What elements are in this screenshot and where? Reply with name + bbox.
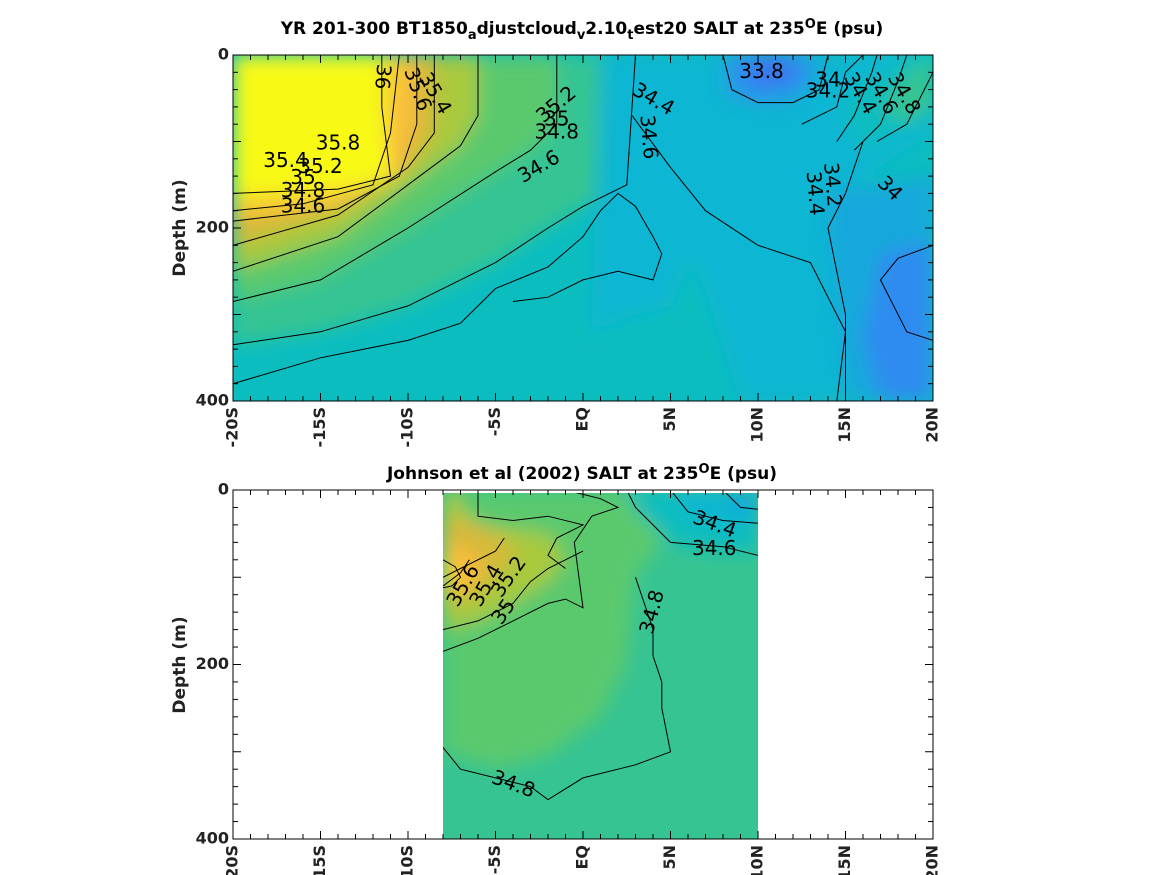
title-part: djustcloud	[477, 19, 577, 39]
contour-line	[443, 577, 672, 801]
contour-label: 36	[370, 63, 396, 90]
salinity-region	[880, 55, 933, 125]
contour-label: 34.6	[635, 114, 663, 160]
contour-line	[443, 559, 470, 587]
x-tick-label: 5N	[660, 407, 679, 432]
contour-line	[233, 55, 479, 272]
x-tick-label: -5S	[485, 845, 504, 874]
salinity-region	[443, 559, 461, 588]
contour-label: 35.4	[263, 148, 308, 172]
salinity-region	[749, 55, 793, 86]
contour-label: 35.2	[298, 154, 343, 178]
contour-line	[443, 559, 462, 589]
title-part: E (psu)	[816, 19, 883, 39]
salt-observed-panel: Johnson et al (2002) SALT at 235OE (psu)…	[170, 462, 942, 875]
x-tick-label: 15N	[835, 845, 854, 875]
model-y-axis-label: Depth (m)	[170, 179, 190, 276]
salinity-region	[726, 493, 758, 512]
contour-line	[672, 493, 758, 524]
title-part: 2.10	[585, 19, 627, 39]
contour-line	[722, 55, 829, 104]
title-part: E (psu)	[710, 464, 777, 484]
observed-contour-lines	[443, 493, 758, 801]
contour-line	[477, 493, 585, 569]
x-tick-label: -10S	[398, 407, 417, 447]
x-tick-label: 10N	[748, 845, 767, 875]
contour-line	[233, 55, 636, 346]
observed-x-axis-ticks: -20S -15S -10S -5S EQ 5N 10N 15N 20N	[223, 490, 942, 875]
contour-line	[827, 141, 864, 401]
contour-line	[233, 55, 435, 246]
contour-line	[233, 55, 400, 212]
y-tick-label: 200	[196, 218, 229, 237]
contour-line	[233, 55, 392, 194]
title-part: O	[805, 17, 816, 32]
title-part: v	[577, 28, 586, 43]
salinity-region	[591, 55, 741, 332]
x-tick-label: -10S	[398, 845, 417, 875]
contour-line	[233, 55, 418, 222]
y-tick-label: 0	[218, 480, 229, 499]
contour-label: 34.2	[819, 161, 847, 207]
observed-y-axis-label: Depth (m)	[170, 616, 190, 713]
salinity-region	[233, 55, 391, 194]
contour-line	[443, 550, 584, 631]
contour-label: 34	[815, 67, 840, 91]
contour-line	[233, 55, 558, 302]
contour-line	[443, 537, 505, 578]
x-tick-label: 20N	[923, 407, 942, 443]
contour-label: 34.8	[281, 178, 326, 202]
contour-line	[443, 493, 620, 652]
x-tick-label: 20N	[923, 845, 942, 875]
contour-label: 34.4	[802, 170, 830, 216]
contour-line	[801, 55, 864, 125]
contour-line	[233, 192, 663, 385]
contour-label: 35.8	[316, 131, 361, 155]
title-part: O	[699, 462, 710, 477]
x-tick-label: -15S	[310, 845, 329, 875]
contour-label: 34.8	[534, 119, 579, 143]
contour-line	[876, 72, 933, 142]
x-tick-label: 5N	[660, 845, 679, 870]
y-tick-label: 0	[218, 45, 229, 64]
salt-model-panel: YR 201-300 BT1850adjustcloudv2.10test20 …	[170, 17, 942, 447]
model-x-axis-ticks: -20S -15S -10S -5S EQ 5N 10N 15N 20N	[223, 55, 942, 447]
contour-line	[853, 55, 908, 151]
x-tick-label: -20S	[223, 407, 242, 447]
observed-panel-title: Johnson et al (2002) SALT at 235OE (psu)	[386, 462, 777, 484]
x-tick-label: EQ	[573, 407, 592, 432]
contour-line	[627, 493, 758, 556]
title-part: est20 SALT at 235	[633, 19, 804, 39]
field-gradient	[443, 493, 758, 770]
contour-line	[725, 493, 758, 510]
x-tick-label: 15N	[835, 407, 854, 443]
title-part: t	[627, 28, 633, 43]
y-tick-label: 200	[196, 654, 229, 673]
model-contour-lines	[233, 55, 933, 401]
contour-label: 35	[290, 165, 315, 189]
x-tick-label: -5S	[485, 407, 504, 436]
observed-y-axis-ticks: 0 200 400	[196, 480, 933, 848]
x-tick-label: EQ	[573, 845, 592, 870]
x-tick-label: 10N	[748, 407, 767, 443]
observed-salinity-fill	[443, 493, 758, 839]
contour-line	[836, 55, 878, 142]
title-part: Johnson et al (2002) SALT at 235	[386, 464, 699, 484]
title-part: a	[468, 28, 477, 43]
y-tick-label: 400	[196, 391, 229, 410]
title-part: YR 201-300 BT1850	[280, 19, 468, 39]
contour-label: 34.2	[806, 79, 851, 103]
x-tick-label: -20S	[223, 845, 242, 875]
contour-label: 35	[544, 106, 569, 130]
contour-label: 34.6	[281, 194, 326, 218]
model-panel-title: YR 201-300 BT1850adjustcloudv2.10test20 …	[280, 17, 884, 42]
contour-label: 34.6	[692, 536, 737, 560]
contour-label: 33.8	[739, 59, 784, 83]
x-tick-label: -15S	[310, 407, 329, 447]
model-contour-labels: 36 35.635.4 35.23534.834.434.635.835.435.2…	[263, 59, 926, 218]
y-tick-label: 400	[196, 829, 229, 848]
model-y-axis-ticks: 0 200 400	[196, 45, 933, 410]
contour-line	[879, 244, 933, 341]
